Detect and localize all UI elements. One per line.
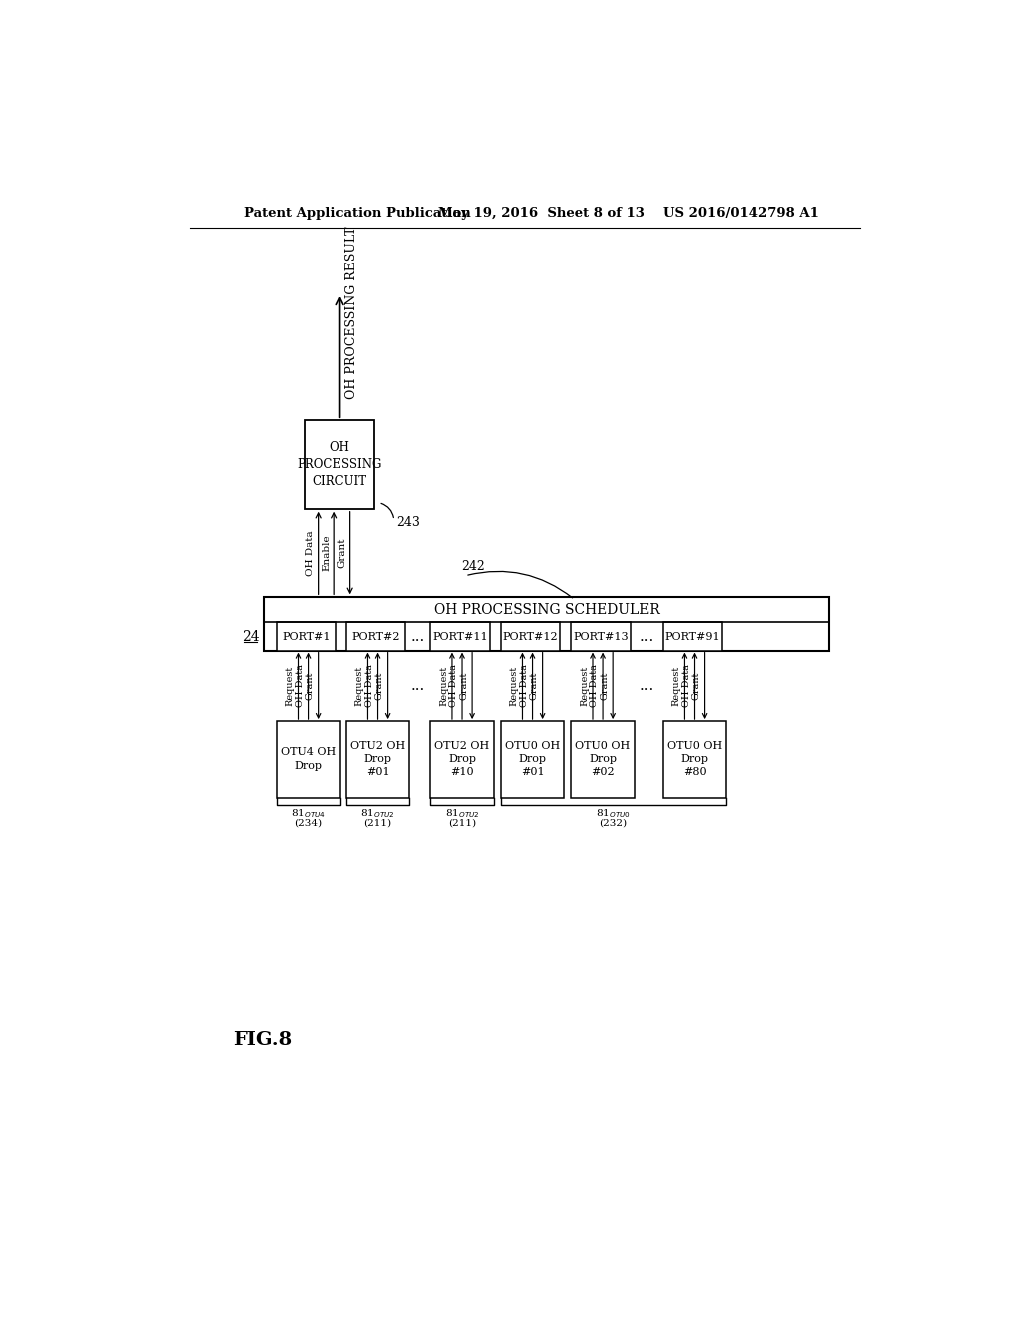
Text: Grant: Grant	[375, 672, 384, 700]
Text: ...: ...	[411, 630, 425, 644]
Text: OH Data: OH Data	[682, 664, 690, 708]
Bar	[571, 622, 631, 651]
Text: Grant: Grant	[692, 672, 700, 700]
Text: Request: Request	[672, 665, 681, 706]
Bar	[305, 420, 375, 508]
Text: (234): (234)	[295, 818, 323, 828]
Text: 81$_{OTU4}$: 81$_{OTU4}$	[291, 808, 326, 820]
Text: OH Data: OH Data	[306, 531, 314, 576]
Bar	[346, 622, 406, 651]
Text: Request: Request	[354, 665, 364, 706]
Bar	[276, 622, 337, 651]
Text: OH Data: OH Data	[590, 664, 599, 708]
Text: Grant: Grant	[529, 672, 539, 700]
Bar	[501, 721, 564, 797]
Bar	[571, 721, 635, 797]
Text: OH Data: OH Data	[365, 664, 374, 708]
Text: Grant: Grant	[600, 672, 609, 700]
Bar	[276, 721, 340, 797]
Text: PORT#12: PORT#12	[503, 631, 558, 642]
Text: PORT#1: PORT#1	[283, 631, 331, 642]
Text: Request: Request	[510, 665, 518, 706]
Text: OH Data: OH Data	[296, 664, 305, 708]
Bar	[663, 622, 722, 651]
Bar	[263, 597, 829, 651]
Text: OH
PROCESSING
CIRCUIT: OH PROCESSING CIRCUIT	[297, 441, 382, 488]
Text: OTU0 OH
Drop
#80: OTU0 OH Drop #80	[667, 741, 722, 777]
Text: Request: Request	[286, 665, 295, 706]
Text: ...: ...	[640, 630, 654, 644]
Bar	[430, 622, 489, 651]
Text: 81$_{OTU2}$: 81$_{OTU2}$	[360, 808, 395, 820]
Text: Grant: Grant	[338, 537, 346, 569]
Bar	[663, 721, 726, 797]
Text: OTU0 OH
Drop
#01: OTU0 OH Drop #01	[505, 741, 560, 777]
Text: 81$_{OTU2}$: 81$_{OTU2}$	[444, 808, 479, 820]
Text: 24: 24	[242, 630, 259, 644]
Text: Grant: Grant	[459, 672, 468, 700]
Text: OH Data: OH Data	[519, 664, 528, 708]
Text: PORT#91: PORT#91	[665, 631, 721, 642]
Text: Request: Request	[581, 665, 589, 706]
Text: OH PROCESSING SCHEDULER: OH PROCESSING SCHEDULER	[433, 603, 659, 616]
Text: OTU2 OH
Drop
#01: OTU2 OH Drop #01	[350, 741, 406, 777]
Text: OTU4 OH
Drop: OTU4 OH Drop	[281, 747, 336, 771]
Text: 243: 243	[396, 516, 420, 529]
Text: US 2016/0142798 A1: US 2016/0142798 A1	[663, 207, 818, 220]
Text: (211): (211)	[447, 818, 476, 828]
Text: FIG.8: FIG.8	[232, 1031, 292, 1049]
Text: PORT#13: PORT#13	[573, 631, 629, 642]
Text: OH Data: OH Data	[450, 664, 458, 708]
Text: ...: ...	[640, 678, 654, 693]
Text: May 19, 2016  Sheet 8 of 13: May 19, 2016 Sheet 8 of 13	[438, 207, 645, 220]
Text: Grant: Grant	[306, 672, 314, 700]
Text: OTU0 OH
Drop
#02: OTU0 OH Drop #02	[575, 741, 631, 777]
Text: (232): (232)	[599, 818, 628, 828]
Text: ...: ...	[411, 678, 425, 693]
Text: Request: Request	[439, 665, 449, 706]
Text: 81$_{OTU0}$: 81$_{OTU0}$	[596, 808, 631, 820]
Text: OH PROCESSING RESULT: OH PROCESSING RESULT	[345, 226, 358, 399]
Text: PORT#2: PORT#2	[351, 631, 399, 642]
Text: Patent Application Publication: Patent Application Publication	[245, 207, 471, 220]
Bar	[501, 622, 560, 651]
Bar	[430, 721, 494, 797]
Text: Enable: Enable	[323, 535, 331, 572]
Bar	[346, 721, 410, 797]
Text: 242: 242	[461, 560, 485, 573]
Text: (211): (211)	[364, 818, 391, 828]
Text: PORT#11: PORT#11	[432, 631, 487, 642]
Text: OTU2 OH
Drop
#10: OTU2 OH Drop #10	[434, 741, 489, 777]
